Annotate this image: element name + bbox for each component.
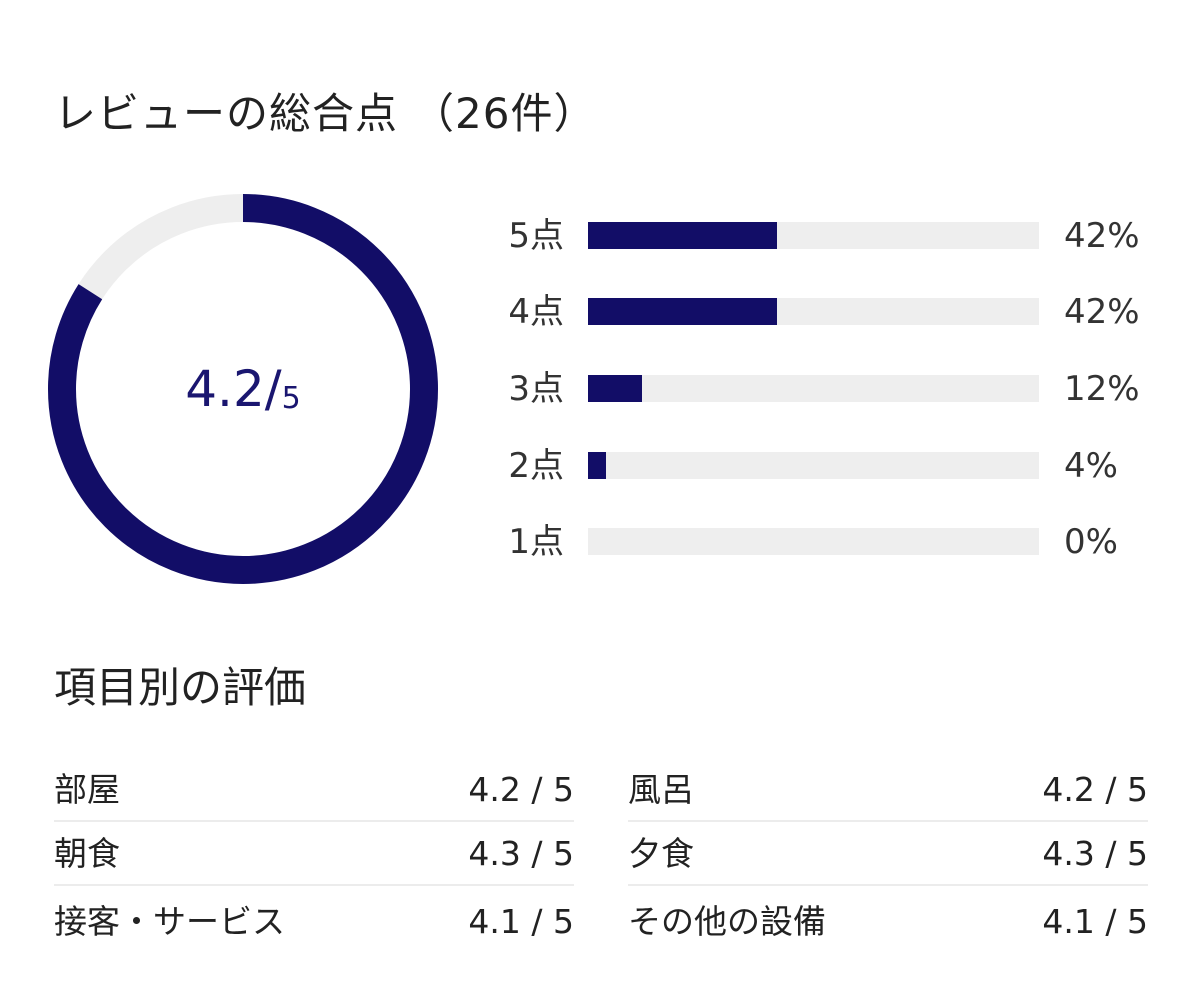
rating-bar-track <box>588 222 1039 249</box>
rating-bar-track <box>588 528 1039 555</box>
rating-distribution-row: 4点 42% <box>490 290 1160 334</box>
overall-score-donut: 4.2/5 <box>48 194 438 584</box>
category-score: 4.2 / 5 <box>1042 770 1148 809</box>
rating-level-label: 5点 <box>508 216 564 256</box>
category-rating-item: その他の設備 4.1 / 5 <box>628 890 1148 952</box>
rating-bar-track <box>588 452 1039 479</box>
overall-score-separator: / <box>264 360 282 418</box>
rating-level-label: 3点 <box>508 369 564 409</box>
category-name: 朝食 <box>54 834 120 873</box>
rating-bar-track <box>588 375 1039 402</box>
category-name: その他の設備 <box>628 902 826 941</box>
rating-distribution-row: 3点 12% <box>490 367 1160 411</box>
rating-percent-label: 0% <box>1064 522 1118 562</box>
rating-level-label: 4点 <box>508 292 564 332</box>
category-score: 4.2 / 5 <box>468 770 574 809</box>
overall-score-ring <box>48 194 438 584</box>
rating-distribution-row: 2点 4% <box>490 444 1160 488</box>
category-rating-item: 接客・サービス 4.1 / 5 <box>54 890 574 952</box>
review-count: （26件） <box>412 89 597 138</box>
category-name: 夕食 <box>628 834 694 873</box>
rating-distribution-row: 1点 0% <box>490 520 1160 564</box>
category-rating-item: 部屋 4.2 / 5 <box>54 758 574 822</box>
rating-percent-label: 12% <box>1064 369 1140 409</box>
category-name: 部屋 <box>54 770 120 809</box>
category-rating-item: 風呂 4.2 / 5 <box>628 758 1148 822</box>
overall-score-value: 4.2 <box>185 360 265 418</box>
category-rating-item: 夕食 4.3 / 5 <box>628 822 1148 886</box>
category-name: 接客・サービス <box>54 902 285 941</box>
category-score: 4.1 / 5 <box>468 902 574 941</box>
rating-bar-fill <box>588 222 778 249</box>
category-score: 4.3 / 5 <box>1042 834 1148 873</box>
category-name: 風呂 <box>628 770 694 809</box>
rating-level-label: 2点 <box>508 446 564 486</box>
review-summary-title-text: レビューの総合点 <box>54 89 399 138</box>
overall-score-label: 4.2/5 <box>48 194 438 584</box>
rating-bar-fill <box>588 452 607 479</box>
rating-bar-fill <box>588 298 778 325</box>
rating-level-label: 1点 <box>508 522 564 562</box>
rating-distribution-row: 5点 42% <box>490 214 1160 258</box>
rating-percent-label: 42% <box>1064 216 1140 256</box>
category-score: 4.3 / 5 <box>468 834 574 873</box>
rating-percent-label: 42% <box>1064 292 1140 332</box>
rating-percent-label: 4% <box>1064 446 1118 486</box>
category-score: 4.1 / 5 <box>1042 902 1148 941</box>
review-summary-title: レビューの総合点 （26件） <box>54 86 596 142</box>
score-ring-fill <box>48 194 438 584</box>
overall-score-max: 5 <box>281 381 301 416</box>
rating-bar-fill <box>588 375 643 402</box>
rating-bar-track <box>588 298 1039 325</box>
category-rating-item: 朝食 4.3 / 5 <box>54 822 574 886</box>
category-ratings-title: 項目別の評価 <box>54 663 307 712</box>
